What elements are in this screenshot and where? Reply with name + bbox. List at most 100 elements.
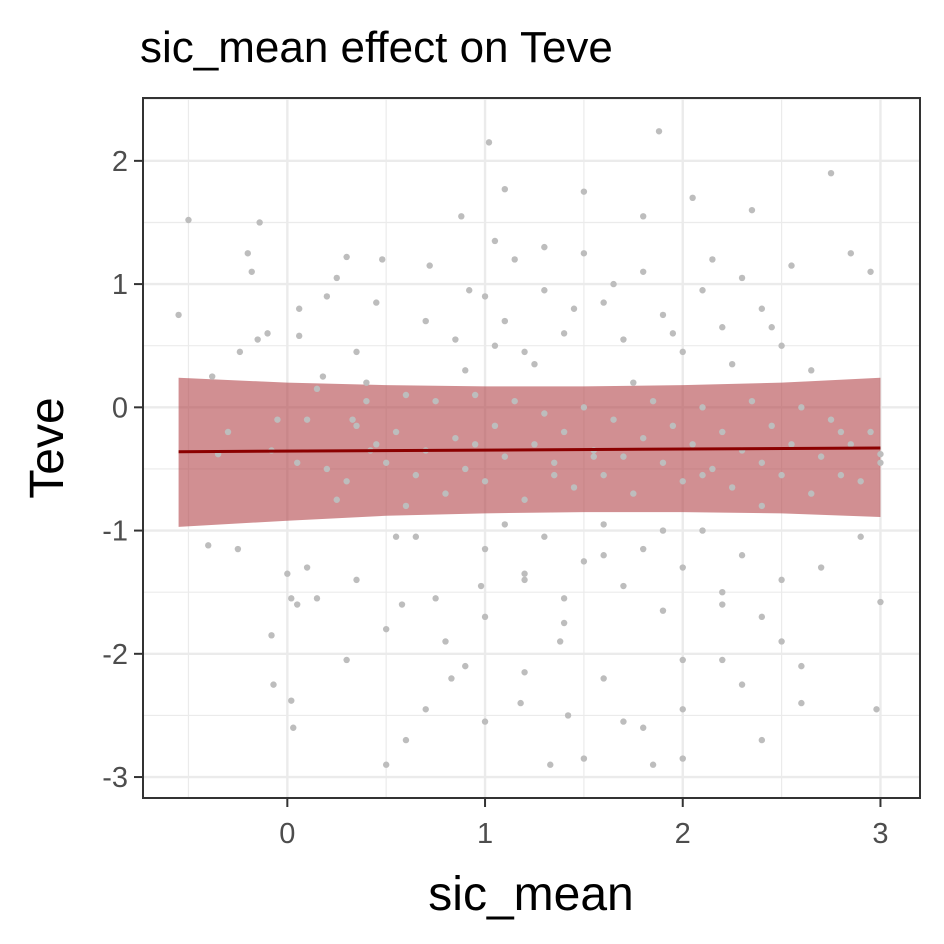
data-point bbox=[531, 441, 538, 448]
data-point bbox=[847, 250, 855, 257]
data-point bbox=[205, 542, 212, 549]
data-point bbox=[827, 169, 835, 177]
data-point bbox=[485, 139, 493, 146]
y-axis-title: Teve bbox=[21, 397, 74, 498]
data-point bbox=[728, 484, 736, 491]
data-point bbox=[185, 216, 192, 224]
data-point bbox=[748, 397, 756, 405]
x-tick-label: 0 bbox=[279, 818, 295, 850]
data-point bbox=[288, 697, 295, 704]
data-point bbox=[466, 287, 473, 294]
data-point bbox=[353, 422, 360, 430]
data-point bbox=[353, 348, 360, 356]
data-point bbox=[541, 533, 548, 540]
data-point bbox=[758, 459, 766, 466]
data-point bbox=[857, 533, 864, 540]
data-point bbox=[373, 299, 380, 306]
data-point bbox=[426, 262, 433, 269]
data-point bbox=[541, 287, 548, 294]
data-point bbox=[284, 570, 291, 577]
data-point bbox=[570, 305, 578, 312]
data-point bbox=[640, 213, 647, 220]
data-point bbox=[719, 656, 726, 664]
data-point bbox=[877, 598, 884, 606]
data-point bbox=[659, 607, 667, 614]
data-point bbox=[689, 441, 696, 448]
data-point bbox=[319, 373, 327, 380]
data-point bbox=[521, 496, 528, 503]
data-point bbox=[234, 545, 242, 553]
data-point bbox=[778, 638, 785, 645]
x-axis-title: sic_mean bbox=[428, 868, 633, 921]
data-point bbox=[560, 595, 568, 602]
data-point bbox=[570, 484, 578, 491]
data-point bbox=[748, 206, 756, 214]
data-point bbox=[452, 434, 459, 442]
data-point bbox=[610, 280, 617, 288]
data-point bbox=[837, 471, 845, 479]
data-point bbox=[491, 342, 499, 349]
data-point bbox=[649, 761, 657, 768]
data-point bbox=[481, 293, 489, 300]
data-point bbox=[274, 416, 281, 423]
data-point bbox=[481, 718, 489, 725]
data-point bbox=[541, 410, 548, 417]
data-point bbox=[294, 601, 301, 608]
data-point bbox=[422, 317, 429, 325]
x-tick-label: 2 bbox=[675, 818, 691, 850]
data-point bbox=[798, 404, 805, 411]
data-point bbox=[808, 367, 815, 374]
data-point bbox=[817, 564, 825, 571]
y-tick-label: -2 bbox=[102, 639, 128, 671]
data-point bbox=[620, 336, 627, 343]
data-point bbox=[580, 250, 588, 257]
data-point bbox=[270, 681, 277, 688]
data-point bbox=[175, 311, 182, 319]
data-point bbox=[471, 441, 479, 448]
y-tick-label: 2 bbox=[112, 146, 128, 178]
data-point bbox=[521, 348, 528, 356]
data-point bbox=[333, 496, 340, 503]
data-point bbox=[837, 428, 845, 436]
data-point bbox=[877, 459, 884, 466]
data-point bbox=[268, 632, 275, 639]
data-point bbox=[778, 576, 785, 584]
data-point bbox=[294, 459, 301, 466]
data-point bbox=[458, 213, 465, 220]
data-point bbox=[343, 656, 350, 664]
data-point bbox=[817, 453, 825, 460]
data-point bbox=[256, 219, 263, 226]
data-point bbox=[491, 237, 499, 245]
confidence-ribbon bbox=[178, 377, 881, 527]
data-point bbox=[422, 706, 429, 713]
data-point bbox=[521, 576, 528, 584]
data-point bbox=[719, 601, 726, 608]
data-point bbox=[669, 422, 677, 430]
data-point bbox=[640, 545, 647, 553]
data-point bbox=[857, 478, 864, 485]
data-point bbox=[248, 268, 255, 275]
data-point bbox=[738, 552, 746, 559]
data-point bbox=[501, 453, 509, 460]
data-point bbox=[788, 441, 795, 448]
plot-panel-border bbox=[142, 97, 921, 799]
data-point bbox=[452, 336, 459, 343]
data-point bbox=[547, 761, 554, 768]
data-point bbox=[630, 490, 637, 497]
data-point bbox=[501, 317, 509, 325]
data-point bbox=[471, 391, 479, 399]
data-point bbox=[402, 502, 410, 510]
data-point bbox=[659, 527, 667, 534]
x-tick-label: 3 bbox=[872, 818, 888, 850]
data-point bbox=[699, 287, 706, 294]
y-tick-label: -1 bbox=[102, 516, 128, 548]
data-point bbox=[382, 625, 390, 633]
data-point bbox=[600, 471, 607, 479]
data-point bbox=[208, 373, 216, 380]
data-point bbox=[679, 656, 686, 664]
data-point bbox=[738, 274, 746, 282]
data-point bbox=[353, 576, 360, 584]
data-point bbox=[517, 699, 524, 707]
data-point bbox=[847, 441, 855, 448]
data-point bbox=[873, 706, 880, 713]
